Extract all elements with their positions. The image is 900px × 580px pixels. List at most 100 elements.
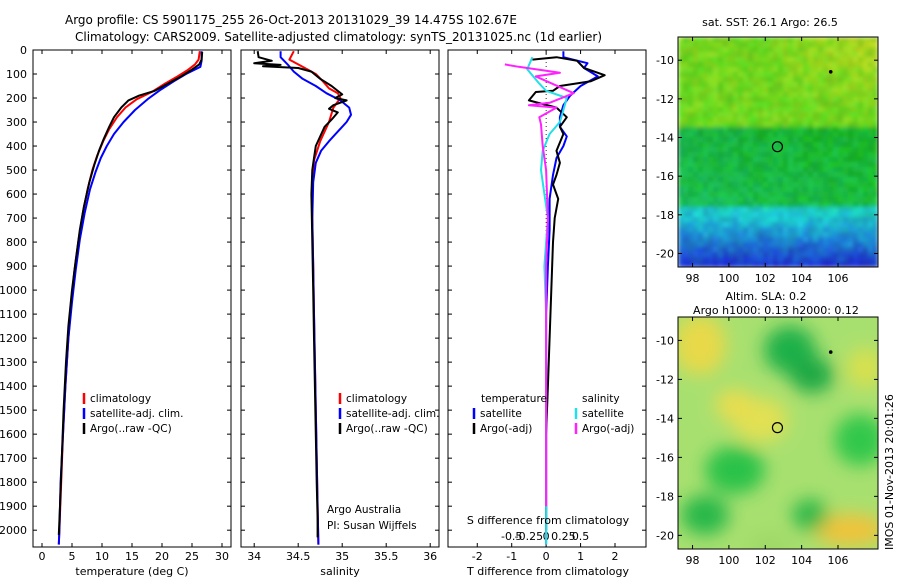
sst-cell (718, 42, 724, 48)
sst-cell (818, 142, 824, 148)
sst-cell (713, 202, 719, 208)
sst-cell (843, 217, 849, 223)
depth-tick-label: 200 (6, 92, 27, 105)
sst-cell (823, 252, 829, 258)
sst-cell (798, 42, 804, 48)
sst-cell (688, 182, 694, 188)
sst-cell (803, 257, 809, 263)
sst-cell (838, 162, 844, 168)
sst-cell (768, 257, 774, 263)
sst-cell (823, 117, 829, 123)
sst-cell (728, 257, 734, 263)
sst-cell (728, 87, 734, 93)
sst-cell (858, 142, 864, 148)
sst-cell (723, 242, 729, 248)
sst-cell (818, 42, 824, 48)
sst-cells (678, 37, 878, 267)
sst-cell (823, 202, 829, 208)
sst-cell (858, 242, 864, 248)
depth-tick-label: 1600 (0, 428, 27, 441)
sst-cell (723, 47, 729, 53)
sst-cell (708, 162, 714, 168)
sst-cell (723, 42, 729, 48)
sst-cell (748, 52, 754, 58)
sst-cell (873, 92, 878, 98)
sst-cell (843, 42, 849, 48)
sst-cell (713, 242, 719, 248)
sla-anomaly (681, 495, 729, 535)
sst-cell (868, 222, 874, 228)
sst-cell (803, 152, 809, 158)
sst-cell (723, 207, 729, 213)
sst-cell (738, 127, 744, 133)
sst-cell (738, 87, 744, 93)
sst-cell (843, 107, 849, 113)
sst-cell (813, 127, 819, 133)
sst-map-frame (677, 36, 879, 268)
sst-cell (708, 132, 714, 138)
sst-cell (813, 117, 819, 123)
sst-cell (748, 72, 754, 78)
sst-cell (758, 232, 764, 238)
sst-cell (743, 87, 749, 93)
sst-cell (803, 247, 809, 253)
sst-cell (833, 212, 839, 218)
sst-cell (743, 157, 749, 163)
sst-cell (863, 237, 869, 243)
sst-cell (708, 42, 714, 48)
sst-cell (813, 47, 819, 53)
sst-cell (788, 117, 794, 123)
sst-cell (768, 127, 774, 133)
sst-cell (848, 217, 854, 223)
argo-position-marker (771, 141, 784, 153)
sst-cell (808, 62, 814, 68)
sst-cell (738, 192, 744, 198)
sst-cell (698, 172, 704, 178)
sst-cell (728, 172, 734, 178)
sst-cell (773, 197, 779, 203)
salinity-plot-frame (240, 49, 440, 548)
sst-cell (873, 227, 878, 233)
sst-cell (778, 182, 784, 188)
sst-cell (753, 207, 759, 213)
sst-cell (863, 92, 869, 98)
sst-cell (873, 257, 878, 263)
sst-cell (868, 142, 874, 148)
sst-cell (793, 107, 799, 113)
sst-cell (848, 127, 854, 133)
sst-cell (798, 62, 804, 68)
sst-cell (713, 187, 719, 193)
sst-cell (873, 67, 878, 73)
sst-cell (713, 232, 719, 238)
sst-cell (758, 112, 764, 118)
sst-cell (748, 177, 754, 183)
sst-cell (813, 92, 819, 98)
sst-cell (863, 82, 869, 88)
sst-cell (853, 207, 859, 213)
sst-cell (778, 97, 784, 103)
sst-cell (688, 192, 694, 198)
sst-cell (778, 227, 784, 233)
sst-cell (853, 172, 859, 178)
sst-cell (718, 202, 724, 208)
sst-cell (678, 112, 684, 118)
sst-cell (863, 47, 869, 53)
sst-cell (868, 197, 874, 203)
sst-cell (813, 97, 819, 103)
sst-cell (848, 202, 854, 208)
map-y-tick-label: -12 (656, 373, 674, 386)
sst-cell (803, 102, 809, 108)
sst-cell (848, 242, 854, 248)
sst-cell (683, 57, 689, 63)
x-tick-label: 34.5 (286, 550, 311, 563)
sst-cell (828, 162, 834, 168)
series-line (57, 51, 203, 545)
sst-cell (808, 262, 814, 267)
sst-cell (763, 207, 769, 213)
sst-cell (808, 122, 814, 128)
sst-cell (693, 122, 699, 128)
sst-cell (683, 212, 689, 218)
sst-cell (808, 177, 814, 183)
sst-cell (733, 102, 739, 108)
sst-cell (833, 167, 839, 173)
